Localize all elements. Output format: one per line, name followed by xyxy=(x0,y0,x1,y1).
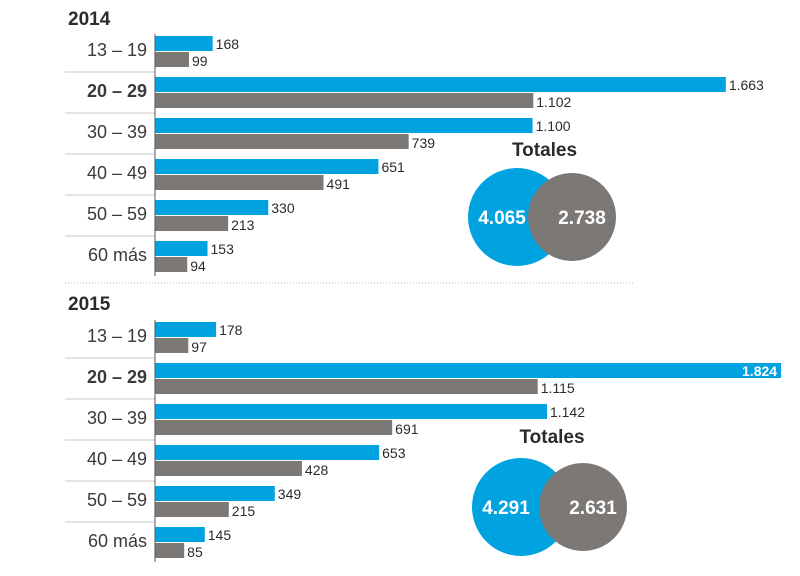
bar-series2 xyxy=(155,93,534,108)
totals-title: Totales xyxy=(519,427,584,448)
total-value-series1: 4.065 xyxy=(478,208,526,229)
total-circle-series1 xyxy=(472,458,570,556)
value-label-series1: 145 xyxy=(208,527,232,543)
value-label-series2: 491 xyxy=(327,176,351,192)
bar-series2 xyxy=(155,420,393,435)
category-label: 13 – 19 xyxy=(87,40,147,60)
category-label: 20 – 29 xyxy=(87,81,147,101)
category-label: 50 – 59 xyxy=(87,204,147,224)
bar-series2 xyxy=(155,461,302,476)
bar-series1 xyxy=(155,118,533,133)
value-label-series1: 1.663 xyxy=(729,77,764,93)
bar-series1 xyxy=(155,322,217,337)
bar-series1 xyxy=(155,241,208,256)
value-label-series2: 428 xyxy=(305,462,329,478)
bar-series2 xyxy=(155,175,324,190)
value-label-series1: 178 xyxy=(219,322,243,338)
value-label-series2: 691 xyxy=(395,421,419,437)
value-label-series2: 1.102 xyxy=(536,94,571,110)
bar-series1 xyxy=(155,159,379,174)
bar-series1 xyxy=(155,527,205,542)
value-label-series1: 651 xyxy=(381,159,405,175)
bar-series2 xyxy=(155,134,409,149)
bar-series1 xyxy=(155,36,213,51)
bar-series1 xyxy=(155,200,269,215)
category-label: 60 más xyxy=(88,531,147,551)
bar-series1 xyxy=(155,486,275,501)
value-label-series1: 349 xyxy=(278,486,302,502)
value-label-series1: 1.824 xyxy=(742,363,777,379)
bar-series2 xyxy=(155,543,185,558)
bar-series1 xyxy=(155,77,726,92)
total-value-series2: 2.631 xyxy=(569,498,617,519)
category-label: 40 – 49 xyxy=(87,163,147,183)
category-label: 40 – 49 xyxy=(87,449,147,469)
value-label-series2: 99 xyxy=(192,53,208,69)
value-label-series2: 94 xyxy=(190,258,206,274)
value-label-series2: 85 xyxy=(187,544,203,560)
value-label-series2: 739 xyxy=(412,135,436,151)
chart-title-2015: 2015 xyxy=(68,294,111,315)
category-label: 60 más xyxy=(88,245,147,265)
bar-series2 xyxy=(155,338,189,353)
bar-series2 xyxy=(155,257,188,272)
value-label-series2: 1.115 xyxy=(541,380,575,396)
category-label: 20 – 29 xyxy=(87,367,147,387)
value-label-series1: 1.100 xyxy=(536,118,571,134)
value-label-series1: 153 xyxy=(211,241,235,257)
value-label-series2: 97 xyxy=(191,339,207,355)
total-value-series2: 2.738 xyxy=(558,208,606,229)
bar-series1 xyxy=(155,445,380,460)
value-label-series2: 213 xyxy=(231,217,255,233)
value-label-series1: 653 xyxy=(382,445,406,461)
category-label: 30 – 39 xyxy=(87,122,147,142)
value-label-series1: 168 xyxy=(216,36,240,52)
total-circle-series2 xyxy=(539,463,627,551)
category-label: 50 – 59 xyxy=(87,490,147,510)
totals-title: Totales xyxy=(512,140,577,161)
total-circle-series2 xyxy=(528,173,616,261)
value-label-series1: 1.142 xyxy=(550,404,585,420)
total-value-series1: 4.291 xyxy=(482,498,530,519)
category-label: 13 – 19 xyxy=(87,326,147,346)
value-label-series2: 215 xyxy=(232,503,256,519)
bar-series1 xyxy=(155,363,782,378)
chart-title-2014: 2014 xyxy=(68,9,111,30)
bar-series2 xyxy=(155,216,229,231)
bar-series2 xyxy=(155,52,189,67)
bar-series1 xyxy=(155,404,547,419)
category-label: 30 – 39 xyxy=(87,408,147,428)
bar-series2 xyxy=(155,379,538,394)
value-label-series1: 330 xyxy=(271,200,295,216)
bar-series2 xyxy=(155,502,229,517)
